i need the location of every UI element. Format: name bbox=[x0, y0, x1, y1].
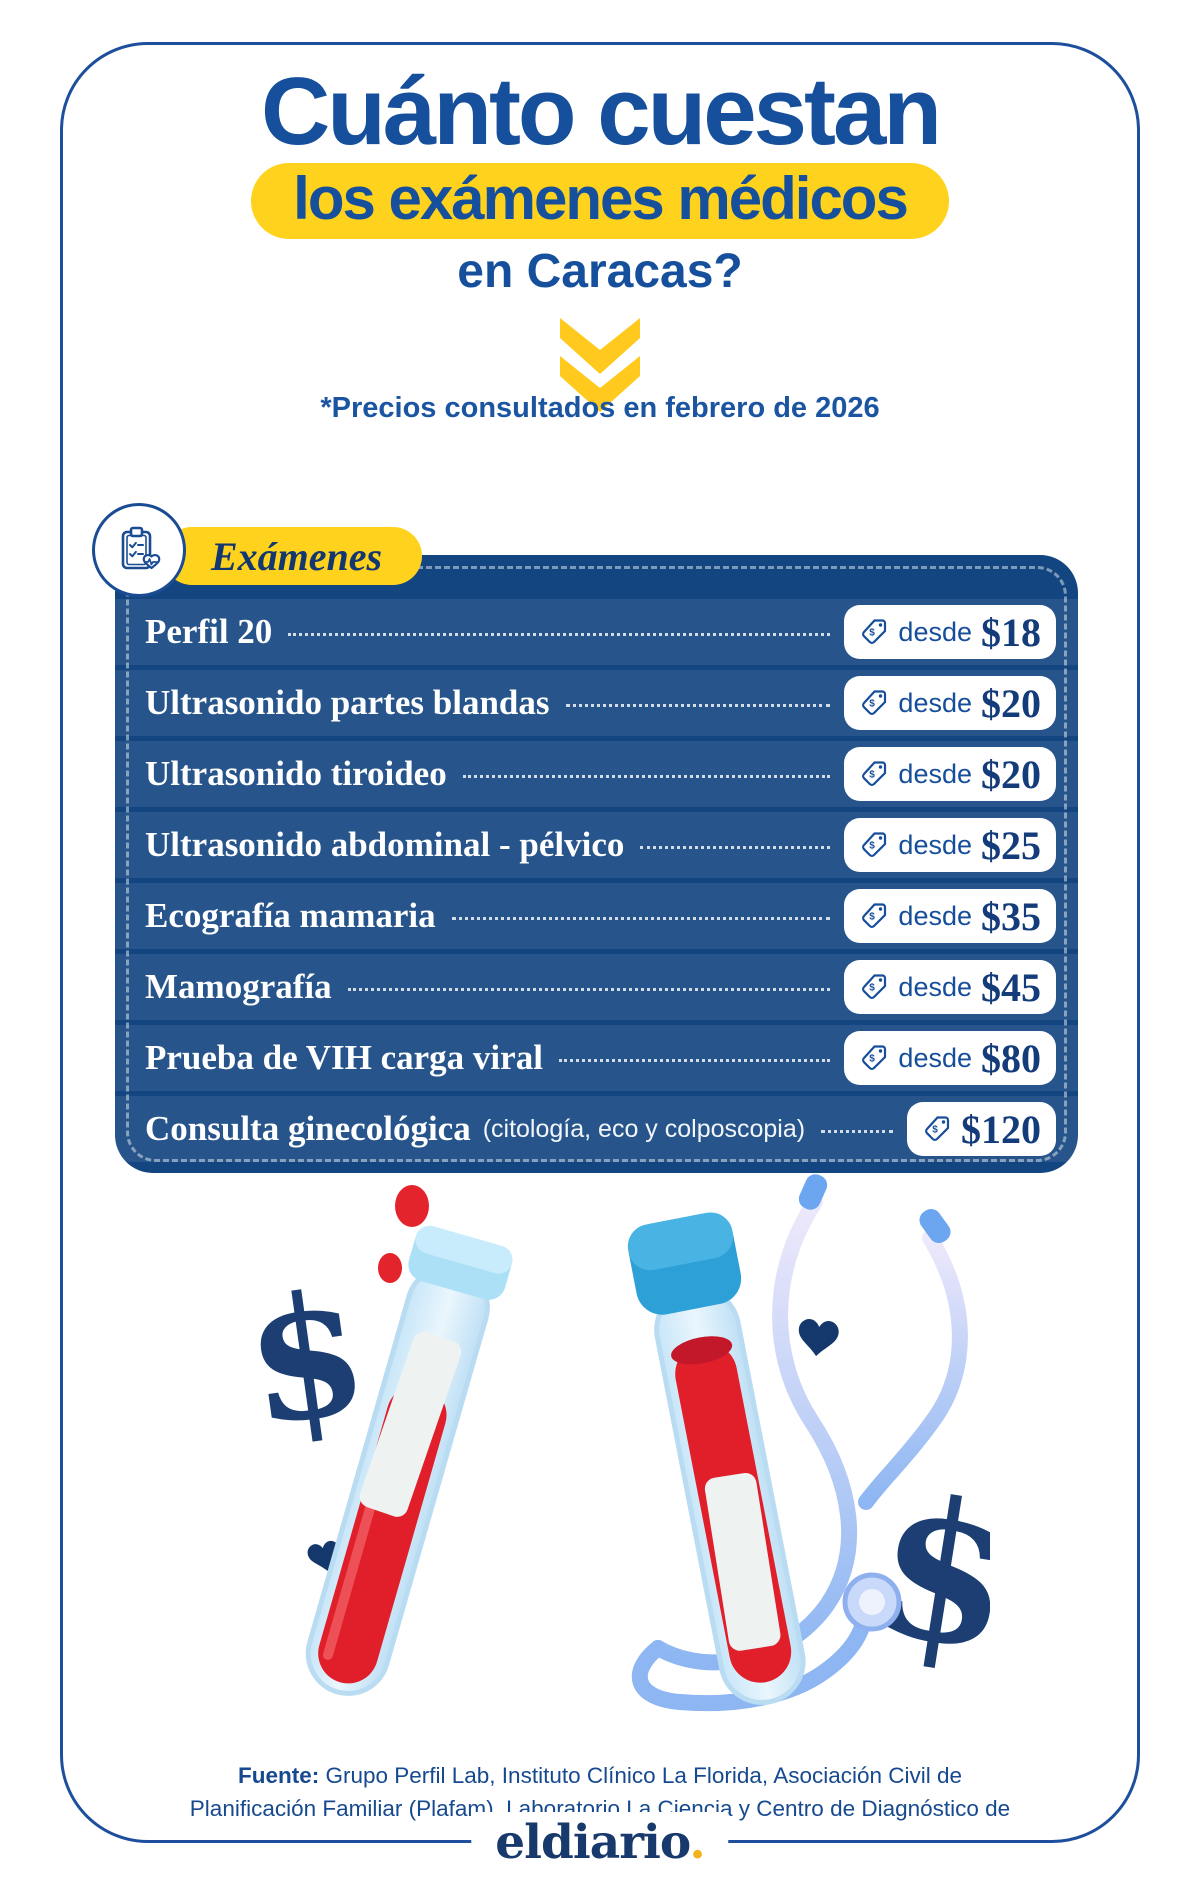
source-label: Fuente: bbox=[237, 1763, 320, 1788]
price-tag-icon: $ bbox=[862, 832, 887, 857]
exam-name: Perfil 20 bbox=[145, 612, 273, 651]
price-badge: $ desde $25 bbox=[844, 818, 1056, 872]
price-badge: $ desde $45 bbox=[844, 960, 1056, 1014]
price-value: $45 bbox=[981, 964, 1041, 1010]
exams-rows: Perfil 20 $ desde $18 Ultrasonido partes… bbox=[115, 599, 1078, 1167]
clipboard-heart-icon bbox=[121, 526, 161, 570]
table-row: Ultrasonido abdominal - pélvico $ desde … bbox=[115, 812, 1078, 878]
price-tag-icon: $ bbox=[862, 619, 887, 644]
exam-name: Ultrasonido tiroideo bbox=[145, 754, 447, 793]
exam-name: Ecografía mamaria bbox=[145, 896, 436, 935]
svg-text:$: $ bbox=[870, 841, 876, 852]
price-prefix: desde bbox=[898, 900, 972, 931]
dotted-leader bbox=[462, 774, 831, 778]
medical-illustration: $ $ bbox=[235, 1174, 990, 1712]
logo-dot: . bbox=[689, 1815, 705, 1870]
price-badge: $ desde $20 bbox=[844, 676, 1056, 730]
dotted-leader bbox=[565, 703, 831, 707]
table-row: Ultrasonido partes blandas $ desde $20 bbox=[115, 670, 1078, 736]
source-text: Grupo Perfil Lab, Instituto Clínico La F… bbox=[189, 1763, 1011, 1853]
dotted-leader bbox=[288, 632, 831, 636]
svg-text:$: $ bbox=[870, 770, 876, 781]
svg-text:$: $ bbox=[870, 983, 876, 994]
test-tube-light-cap bbox=[305, 1225, 513, 1696]
price-value: $25 bbox=[981, 822, 1041, 868]
svg-text:$: $ bbox=[870, 912, 876, 923]
price-value: $20 bbox=[981, 680, 1041, 726]
svg-text:$: $ bbox=[870, 699, 876, 710]
dotted-leader bbox=[640, 845, 831, 849]
page-title-pill-wrap: los exámenes médicos bbox=[0, 163, 1200, 239]
price-prefix: desde bbox=[898, 1042, 972, 1073]
price-value: $80 bbox=[981, 1035, 1041, 1081]
svg-text:$: $ bbox=[870, 628, 876, 639]
price-note: *Precios consultados en febrero de 2026 bbox=[320, 392, 880, 424]
exams-panel: Perfil 20 $ desde $18 Ultrasonido partes… bbox=[115, 555, 1078, 1173]
svg-text:$: $ bbox=[932, 1125, 938, 1136]
price-prefix: desde bbox=[898, 829, 972, 860]
price-tag-icon: $ bbox=[862, 761, 887, 786]
price-prefix: desde bbox=[898, 616, 972, 647]
price-value: $120 bbox=[961, 1106, 1041, 1152]
dotted-leader bbox=[558, 1058, 831, 1062]
exam-name: Prueba de VIH carga viral bbox=[145, 1038, 543, 1077]
dotted-leader bbox=[821, 1129, 893, 1133]
price-tag-icon: $ bbox=[862, 974, 887, 999]
price-tag-icon: $ bbox=[862, 903, 887, 928]
price-badge: $ desde $35 bbox=[844, 889, 1056, 943]
page-title-line3: en Caracas? bbox=[457, 245, 743, 298]
table-row: Consulta ginecológica (citología, eco y c… bbox=[115, 1096, 1078, 1162]
price-prefix: desde bbox=[898, 758, 972, 789]
exam-name: Ultrasonido partes blandas bbox=[145, 683, 550, 722]
double-chevron-down-icon bbox=[560, 318, 640, 412]
price-tag-icon: $ bbox=[862, 690, 887, 715]
table-row: Ultrasonido tiroideo $ desde $20 bbox=[115, 741, 1078, 807]
source-note: Fuente: Grupo Perfil Lab, Instituto Clín… bbox=[185, 1760, 1015, 1858]
section-label-pill: Exámenes bbox=[163, 527, 423, 585]
price-value: $35 bbox=[981, 893, 1041, 939]
blood-drop bbox=[378, 1253, 402, 1283]
table-row: Mamografía $ desde $45 bbox=[115, 954, 1078, 1020]
dotted-leader bbox=[347, 987, 831, 991]
test-tube-dark-cap bbox=[627, 1212, 806, 1705]
page-title-line2: los exámenes médicos bbox=[251, 163, 949, 239]
table-row: Perfil 20 $ desde $18 bbox=[115, 599, 1078, 665]
logo-text: eldiario bbox=[495, 1815, 690, 1870]
price-tag-icon: $ bbox=[925, 1116, 950, 1141]
price-value: $18 bbox=[981, 609, 1041, 655]
price-badge: $ $120 bbox=[907, 1102, 1056, 1156]
dollar-sign-icon: $ bbox=[235, 1252, 378, 1464]
exam-note: (citología, eco y colposcopia) bbox=[482, 1114, 806, 1143]
price-tag-icon: $ bbox=[862, 1045, 887, 1070]
price-badge: $ desde $80 bbox=[844, 1031, 1056, 1085]
dotted-leader bbox=[451, 916, 831, 920]
eldiario-logo: eldiario. bbox=[471, 1812, 729, 1874]
svg-text:$: $ bbox=[870, 1054, 876, 1065]
price-prefix: desde bbox=[898, 687, 972, 718]
price-value: $20 bbox=[981, 751, 1041, 797]
price-badge: $ desde $18 bbox=[844, 605, 1056, 659]
price-prefix: desde bbox=[898, 971, 972, 1002]
heart-icon bbox=[798, 1319, 839, 1357]
exam-name: Consulta ginecológica bbox=[145, 1109, 471, 1148]
price-badge: $ desde $20 bbox=[844, 747, 1056, 801]
exam-name: Mamografía bbox=[145, 967, 332, 1006]
exam-name: Ultrasonido abdominal - pélvico bbox=[145, 825, 625, 864]
page-title-line1: Cuánto cuestan bbox=[260, 58, 942, 165]
exams-badge-circle bbox=[92, 503, 186, 597]
table-row: Ecografía mamaria $ desde $35 bbox=[115, 883, 1078, 949]
blood-drop bbox=[395, 1185, 429, 1227]
table-row: Prueba de VIH carga viral $ desde $80 bbox=[115, 1025, 1078, 1091]
